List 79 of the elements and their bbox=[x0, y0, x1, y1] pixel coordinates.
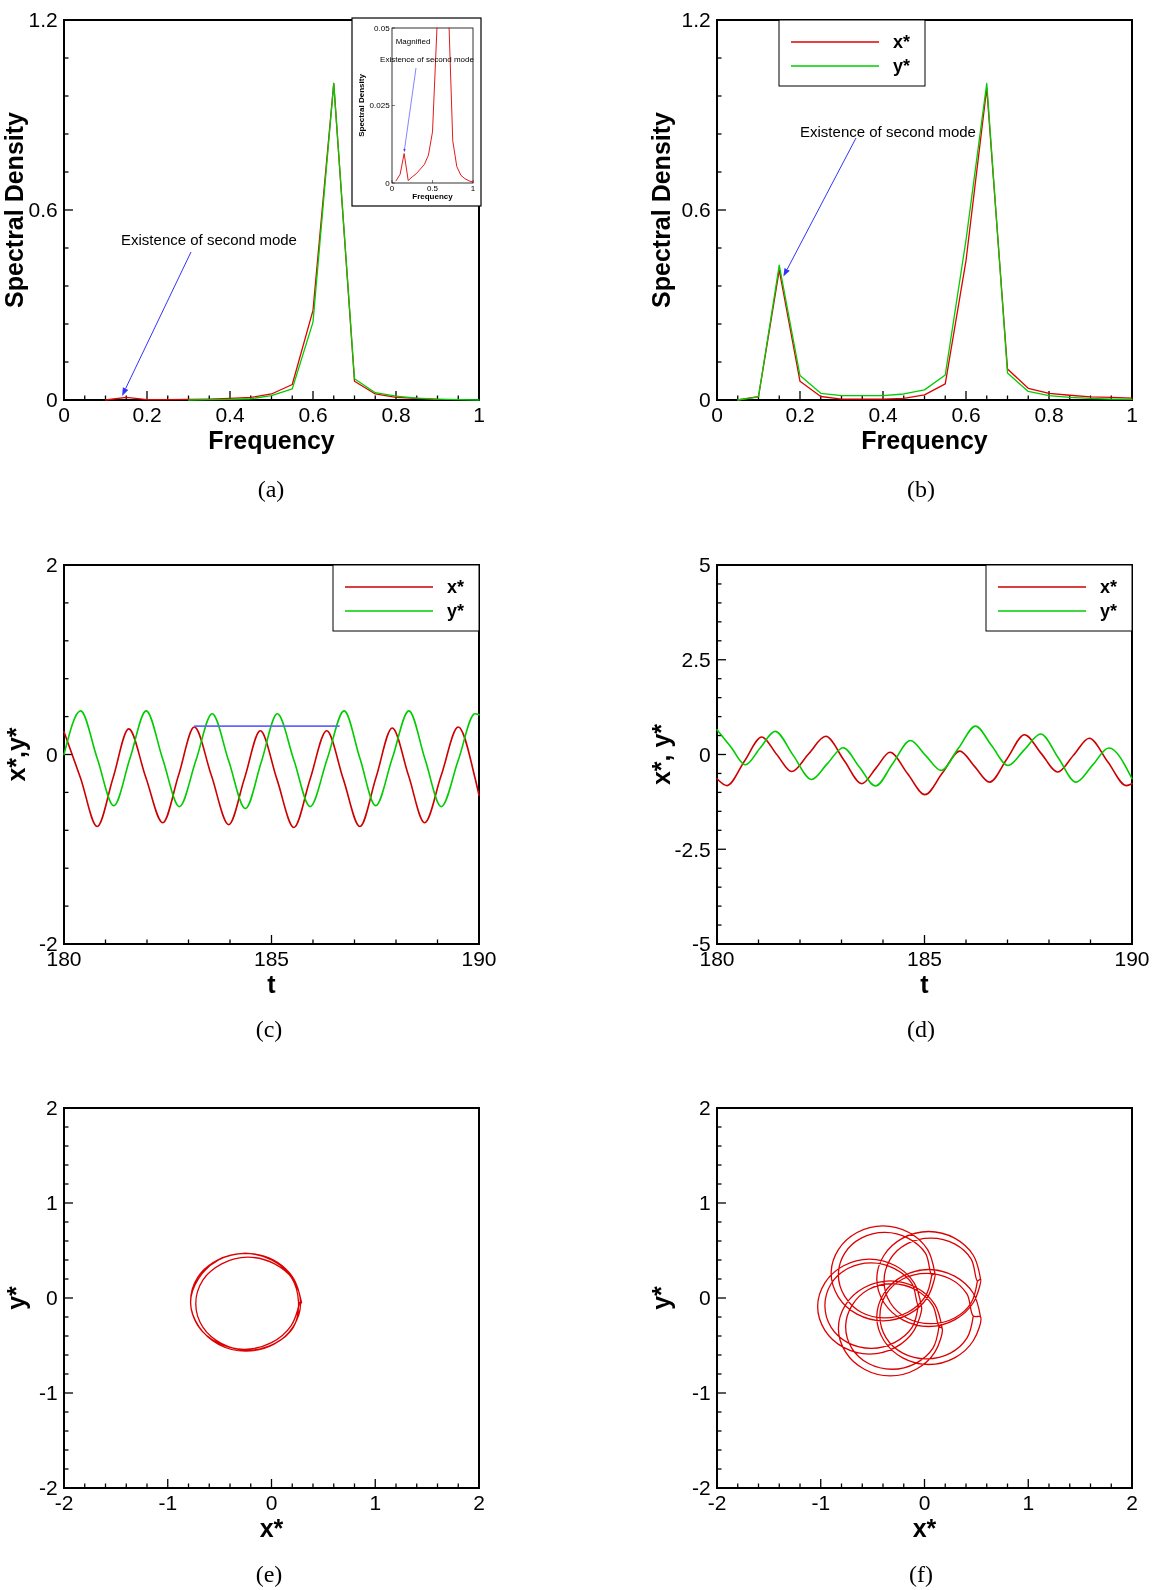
y-axis-title: Spectral Density bbox=[356, 73, 366, 137]
x-tick-label: 185 bbox=[906, 947, 943, 971]
annotation: Existence of second mode bbox=[800, 123, 976, 140]
text: (e) bbox=[255, 1561, 283, 1587]
line-series bbox=[716, 733, 1133, 796]
y-axis-title: x*, y* bbox=[646, 723, 675, 786]
line-series bbox=[189, 1252, 303, 1352]
line-series bbox=[716, 725, 1133, 787]
x-tick-label: 0.2 bbox=[785, 403, 815, 427]
line-series bbox=[63, 710, 480, 810]
x-axis-title: t bbox=[920, 969, 930, 998]
annotation: Magnified bbox=[395, 37, 431, 46]
y-axis-title: Spectral Density bbox=[646, 111, 675, 308]
y-tick-label: 0.05 bbox=[374, 23, 391, 33]
x-axis-title: x* bbox=[259, 1513, 284, 1542]
x-tick-label: 1 bbox=[1126, 403, 1138, 427]
y-tick-label: 2 bbox=[46, 1096, 58, 1120]
x-tick-label: 0.5 bbox=[426, 184, 439, 194]
y-axis-title: y* bbox=[646, 1285, 675, 1310]
x-tick-label: 0.2 bbox=[132, 403, 162, 427]
x-tick-label: 1 bbox=[473, 403, 485, 427]
x-tick-label: 2 bbox=[1126, 1491, 1138, 1515]
legend-label: x* bbox=[1100, 577, 1118, 597]
x-tick-label: 0.8 bbox=[381, 403, 411, 427]
legend-label: y* bbox=[893, 56, 911, 76]
legend-label: x* bbox=[893, 32, 911, 52]
line-series bbox=[63, 726, 480, 829]
x-tick-label: 1 bbox=[470, 184, 476, 194]
y-tick-label: 1.2 bbox=[28, 8, 58, 32]
text: (c) bbox=[255, 1016, 283, 1042]
x-tick-label: -1 bbox=[811, 1491, 831, 1515]
x-axis-title: t bbox=[267, 969, 277, 998]
y-tick-label: -1 bbox=[692, 1381, 711, 1405]
y-axis-title: Spectral Density bbox=[0, 111, 28, 308]
y-tick-label: 0 bbox=[46, 1286, 58, 1310]
x-axis-title: Frequency bbox=[412, 191, 454, 201]
y-tick-label: 0.025 bbox=[369, 101, 391, 111]
y-tick-label: -2 bbox=[692, 1476, 711, 1500]
x-tick-label: 0.4 bbox=[868, 403, 898, 427]
x-tick-label: 0 bbox=[265, 1491, 278, 1515]
y-tick-label: 0 bbox=[699, 1286, 711, 1310]
text: (f) bbox=[909, 1561, 933, 1587]
x-tick-label: -1 bbox=[158, 1491, 178, 1515]
y-tick-label: 1 bbox=[699, 1191, 711, 1215]
text: (a) bbox=[257, 476, 285, 502]
y-tick-label: -1 bbox=[39, 1381, 58, 1405]
y-tick-label: 1.2 bbox=[681, 8, 711, 32]
legend-label: y* bbox=[447, 601, 465, 621]
y-axis-title: x*,y* bbox=[1, 727, 30, 782]
y-tick-label: -2 bbox=[39, 1476, 58, 1500]
y-tick-label: 0 bbox=[699, 388, 711, 412]
text: (b) bbox=[907, 476, 935, 502]
x-tick-label: 0.6 bbox=[298, 403, 328, 427]
x-tick-label: 185 bbox=[253, 947, 290, 971]
legend-label: x* bbox=[447, 577, 465, 597]
x-tick-label: 1 bbox=[1022, 1491, 1035, 1515]
text: (d) bbox=[907, 1016, 935, 1042]
x-tick-label: 190 bbox=[1114, 947, 1150, 971]
y-tick-label: 0 bbox=[699, 742, 711, 766]
y-tick-label: -2.5 bbox=[674, 837, 711, 861]
y-tick-label: 2 bbox=[46, 553, 58, 577]
x-axis-title: Frequency bbox=[861, 425, 988, 454]
x-tick-label: 190 bbox=[461, 947, 497, 971]
x-tick-label: 0.8 bbox=[1034, 403, 1064, 427]
y-tick-label: 5 bbox=[699, 553, 711, 577]
x-tick-label: 0.4 bbox=[215, 403, 245, 427]
x-tick-label: 2 bbox=[473, 1491, 485, 1515]
x-tick-label: 0 bbox=[918, 1491, 931, 1515]
y-tick-label: 2 bbox=[699, 1096, 711, 1120]
y-tick-label: 0 bbox=[46, 388, 58, 412]
legend-label: y* bbox=[1100, 601, 1118, 621]
y-tick-label: 1 bbox=[46, 1191, 58, 1215]
x-tick-label: 0.6 bbox=[951, 403, 981, 427]
annotation: Existence of second mode bbox=[121, 231, 297, 248]
y-tick-label: 2.5 bbox=[681, 648, 711, 672]
y-tick-label: 0 bbox=[46, 742, 58, 766]
x-axis-title: x* bbox=[912, 1513, 937, 1542]
x-axis-title: Frequency bbox=[208, 425, 335, 454]
y-axis-title: y* bbox=[1, 1285, 30, 1310]
